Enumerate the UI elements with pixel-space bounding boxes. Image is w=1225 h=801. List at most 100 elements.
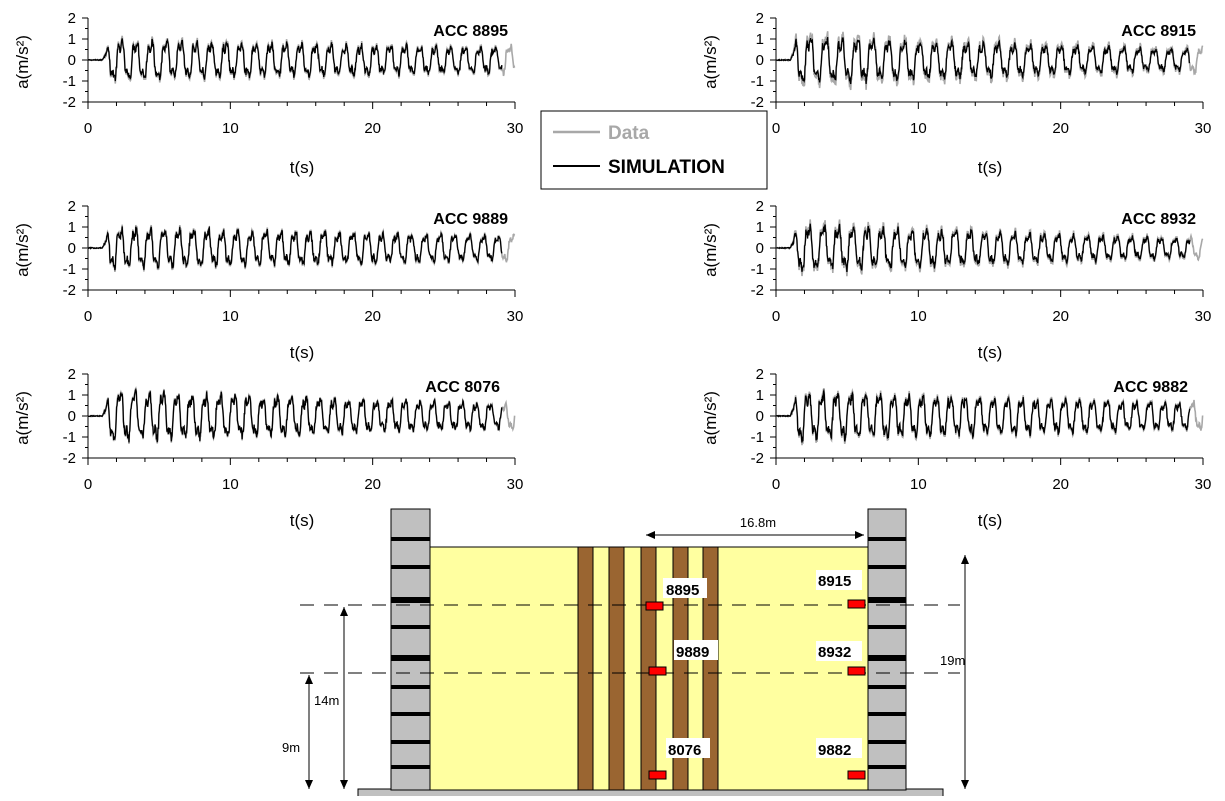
- y-tick-label: 1: [756, 31, 764, 48]
- y-tick-label: 2: [756, 10, 764, 27]
- x-tick-label: 30: [1195, 120, 1212, 137]
- y-tick-label: -2: [751, 94, 764, 111]
- series-simulation-line: [87, 387, 503, 443]
- x-axis-label: t(s): [290, 158, 315, 177]
- x-tick-label: 0: [84, 308, 92, 325]
- wall-stripe-right: [868, 625, 906, 629]
- series-simulation-line: [776, 223, 1191, 272]
- x-tick-label: 10: [910, 308, 927, 325]
- panel-acc-9889: 210-1-20 10 20 30 ACC 9889 a(m/s²) t(s): [13, 198, 523, 362]
- piles: [577, 546, 719, 791]
- y-tick-label: -2: [63, 282, 76, 299]
- x-tick-label: 20: [364, 308, 381, 325]
- series-data-line: [775, 31, 1204, 91]
- panel-acc-8076: 210-1-20 10 20 30 ACC 8076 a(m/s²) t(s): [13, 366, 523, 530]
- width-dimension: 16.8m: [646, 515, 864, 539]
- x-tick-label: 30: [507, 120, 524, 137]
- y-axis-label: a(m/s²): [701, 391, 720, 445]
- series-simulation-line: [87, 38, 503, 82]
- wall-stripe-right: [868, 712, 906, 716]
- y-axis-label: a(m/s²): [13, 391, 32, 445]
- x-tick-label: 0: [84, 476, 92, 493]
- wall-stripe-right: [868, 655, 906, 661]
- y-tick-label: 0: [756, 52, 764, 69]
- x-tick-label: 20: [1052, 308, 1069, 325]
- y-tick-label: 1: [756, 387, 764, 404]
- x-tick-label: 10: [222, 308, 239, 325]
- pile: [577, 546, 594, 791]
- y-tick-label: 0: [756, 408, 764, 425]
- y-tick-label: 0: [68, 52, 76, 69]
- wall-stripe-left: [391, 565, 430, 569]
- y-tick-label: -2: [751, 450, 764, 467]
- y-tick-label: 0: [68, 240, 76, 257]
- y-tick-label: -1: [63, 261, 76, 278]
- x-tick-label: 10: [910, 476, 927, 493]
- wall-stripe-left: [391, 597, 430, 603]
- series-simulation-line: [775, 36, 1191, 85]
- x-tick-label: 0: [772, 476, 780, 493]
- x-tick-label: 10: [222, 476, 239, 493]
- sensor-8895-label: 8895: [666, 582, 699, 599]
- x-tick-label: 10: [222, 120, 239, 137]
- height-dimension-19m: 19m: [940, 555, 969, 789]
- x-tick-label: 20: [364, 120, 381, 137]
- y-tick-label: -1: [751, 261, 764, 278]
- sensor-8076: 8076: [648, 738, 710, 780]
- pile: [672, 546, 689, 791]
- y-tick-label: -1: [63, 73, 76, 90]
- sensor-9889: 9889: [648, 640, 718, 676]
- y-tick-label: 2: [756, 366, 764, 383]
- wall-stripe-right: [868, 765, 906, 769]
- y-tick-label: 2: [68, 10, 76, 27]
- y-tick-label: -2: [63, 94, 76, 111]
- panel-title: ACC 8932: [1121, 211, 1196, 228]
- y-tick-label: 1: [68, 387, 76, 404]
- cross-section-diagram: 16.8m 19m 14m 9m 8895: [282, 508, 969, 798]
- sensor-9882-label: 9882: [818, 742, 851, 759]
- y-tick-label: 2: [68, 198, 76, 215]
- sensor-8895: 8895: [645, 578, 707, 611]
- series-simulation-line: [87, 225, 503, 271]
- wall-stripe-right: [868, 597, 906, 603]
- series-simulation-line: [775, 388, 1191, 443]
- y-tick-label: 1: [68, 31, 76, 48]
- y-tick-label: 0: [68, 408, 76, 425]
- pile: [702, 546, 719, 791]
- y-tick-label: 2: [756, 198, 764, 215]
- height-dimension-9m: 9m: [282, 675, 313, 789]
- y-axis-label: a(m/s²): [13, 35, 32, 89]
- legend-data-label: Data: [608, 123, 650, 144]
- x-tick-label: 30: [1195, 476, 1212, 493]
- left-wall: [390, 508, 431, 791]
- right-wall: [867, 508, 907, 791]
- x-tick-label: 0: [772, 120, 780, 137]
- x-tick-label: 20: [364, 476, 381, 493]
- panel-title: ACC 8076: [425, 379, 500, 396]
- x-axis-label: t(s): [290, 511, 315, 530]
- wall-stripe-right: [868, 537, 906, 541]
- y-tick-label: -2: [751, 282, 764, 299]
- wall-stripe-left: [391, 765, 430, 769]
- panel-acc-9882: 210-1-20 10 20 30 ACC 9882 a(m/s²) t(s): [701, 366, 1211, 530]
- y-tick-label: -1: [63, 429, 76, 446]
- y-tick-label: -2: [63, 450, 76, 467]
- wall-stripe-left: [391, 712, 430, 716]
- wall-stripe-left: [391, 625, 430, 629]
- panel-title: ACC 9889: [433, 211, 508, 228]
- panel-title: ACC 8895: [433, 23, 508, 40]
- height-dimension-19m-label: 19m: [940, 653, 965, 668]
- y-tick-label: 0: [756, 240, 764, 257]
- x-tick-label: 30: [507, 308, 524, 325]
- legend: Data SIMULATION: [540, 110, 768, 190]
- x-tick-label: 0: [84, 120, 92, 137]
- y-axis-label: a(m/s²): [13, 223, 32, 277]
- panel-acc-8932: 210-1-20 10 20 30 ACC 8932 a(m/s²) t(s): [701, 198, 1211, 362]
- sensor-8932: 8932: [816, 641, 866, 676]
- sensor-8932-label: 8932: [818, 644, 851, 661]
- wall-stripe-left: [391, 740, 430, 744]
- y-tick-label: 2: [68, 366, 76, 383]
- panel-title: ACC 9882: [1113, 379, 1188, 396]
- y-tick-label: -1: [751, 73, 764, 90]
